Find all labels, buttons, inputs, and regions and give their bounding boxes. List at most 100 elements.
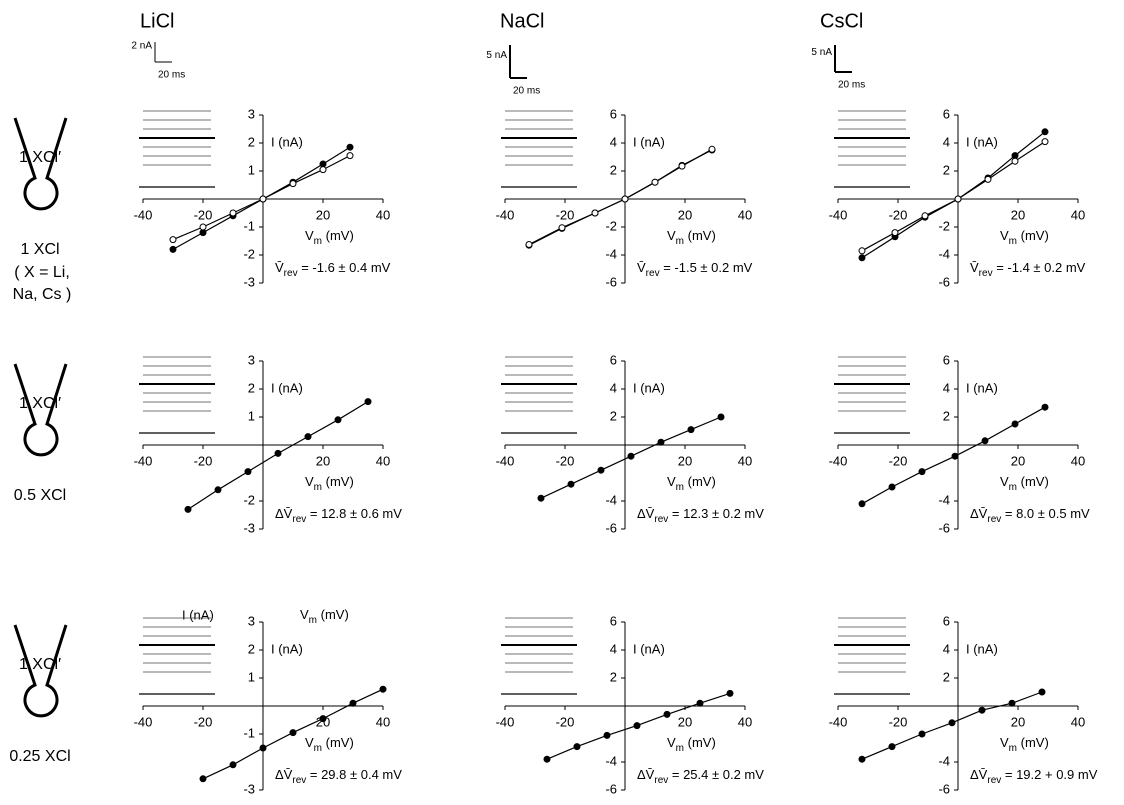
x-tick-label: 40 xyxy=(1071,207,1085,222)
data-point xyxy=(921,212,929,220)
x-axis-label-sub: m xyxy=(314,236,322,247)
x-axis-label: Vm (mV) xyxy=(305,735,354,753)
y-tick-label: -6 xyxy=(938,520,950,535)
x-tick-label: 20 xyxy=(678,714,692,729)
y-tick-label: -2 xyxy=(605,218,617,233)
annotation: V̄rev = -1.6 ± 0.4 mV xyxy=(275,260,391,278)
bath-label: 0.25 XCl xyxy=(9,748,70,765)
y-axis-label: I (nA) xyxy=(966,134,998,149)
y-tick-label: 4 xyxy=(610,641,617,656)
x-tick-label: -20 xyxy=(556,453,575,468)
data-point xyxy=(349,699,357,707)
y-tick-label: 1 xyxy=(248,162,255,177)
scale-label: 2 nA xyxy=(131,41,152,52)
x-tick-label: 40 xyxy=(738,453,752,468)
x-axis-label: Vm (mV) xyxy=(305,474,354,492)
annotation-rest: = 29.8 ± 0.4 mV xyxy=(306,767,402,782)
annotation-rest: = 19.2 + 0.9 mV xyxy=(1001,767,1097,782)
stray-label: Vm (mV) xyxy=(300,607,349,625)
annotation-sub: rev xyxy=(979,268,993,279)
y-tick-label: 6 xyxy=(610,352,617,367)
x-axis-label-main: V xyxy=(1000,735,1009,750)
note: Na, Cs ) xyxy=(13,286,72,303)
y-tick-label: 1 xyxy=(248,408,255,423)
annotation: ΔV̄rev = 8.0 ± 0.5 mV xyxy=(970,506,1090,524)
x-axis-label: Vm (mV) xyxy=(667,228,716,246)
data-point xyxy=(918,730,926,738)
y-tick-label: -2 xyxy=(243,492,255,507)
annotation-rest: = -1.6 ± 0.4 mV xyxy=(298,260,391,275)
y-tick-label: -2 xyxy=(243,246,255,261)
x-tick-label: -20 xyxy=(556,207,575,222)
data-point xyxy=(319,715,327,723)
y-tick-label: 2 xyxy=(248,134,255,149)
data-point xyxy=(858,755,866,763)
x-tick-label: -40 xyxy=(496,207,515,222)
data-point xyxy=(591,209,599,217)
data-point xyxy=(621,195,629,203)
x-axis-label-rest: (mV) xyxy=(684,228,716,243)
x-axis-label: Vm (mV) xyxy=(667,735,716,753)
data-point xyxy=(573,743,581,751)
data-point xyxy=(726,689,734,697)
x-axis-label-rest: (mV) xyxy=(684,474,716,489)
x-axis-label-main: V xyxy=(1000,228,1009,243)
annotation-main: V̄ xyxy=(970,260,979,275)
x-tick-label: -20 xyxy=(194,207,213,222)
data-point xyxy=(244,468,252,476)
data-point xyxy=(918,468,926,476)
x-tick-label: 20 xyxy=(316,453,330,468)
annotation-main: ΔV̄ xyxy=(275,506,293,521)
annotation: V̄rev = -1.4 ± 0.2 mV xyxy=(970,260,1086,278)
x-axis-label-main: V xyxy=(1000,474,1009,489)
y-tick-label: 2 xyxy=(943,408,950,423)
note: ( X = Li, xyxy=(14,264,70,281)
x-axis-label: Vm (mV) xyxy=(1000,474,1049,492)
annotation-sub: rev xyxy=(292,775,306,786)
x-axis-label: Vm (mV) xyxy=(1000,735,1049,753)
y-tick-label: 2 xyxy=(943,669,950,684)
data-point xyxy=(888,483,896,491)
data-point xyxy=(229,761,237,769)
y-tick-label: 3 xyxy=(248,352,255,367)
y-tick-label: -6 xyxy=(938,274,950,289)
y-axis-label: I (nA) xyxy=(633,380,665,395)
x-axis-label-main: V xyxy=(305,474,314,489)
data-point xyxy=(364,398,372,406)
annotation-rest: = -1.4 ± 0.2 mV xyxy=(993,260,1086,275)
data-point xyxy=(543,755,551,763)
x-tick-label: -20 xyxy=(194,453,213,468)
y-tick-label: -4 xyxy=(605,246,617,261)
data-point xyxy=(319,166,327,174)
x-axis-label-sub: m xyxy=(676,482,684,493)
data-point xyxy=(657,438,665,446)
data-point xyxy=(169,236,177,244)
data-point xyxy=(346,143,354,151)
annotation: ΔV̄rev = 12.3 ± 0.2 mV xyxy=(637,506,764,524)
y-tick-label: 4 xyxy=(610,134,617,149)
data-point xyxy=(687,426,695,434)
annotation-rest: = 25.4 ± 0.2 mV xyxy=(668,767,764,782)
y-tick-label: 4 xyxy=(943,641,950,656)
x-axis-label-rest: (mV) xyxy=(322,735,354,750)
data-point xyxy=(858,500,866,508)
x-axis-label-main: V xyxy=(305,735,314,750)
x-axis-label-rest: (mV) xyxy=(684,735,716,750)
x-axis-label: Vm (mV) xyxy=(305,228,354,246)
y-tick-label: 6 xyxy=(943,352,950,367)
y-tick-label: 6 xyxy=(610,613,617,628)
data-point xyxy=(627,452,635,460)
y-tick-label: 2 xyxy=(248,380,255,395)
x-tick-label: -40 xyxy=(134,453,153,468)
annotation-main: ΔV̄ xyxy=(970,506,988,521)
y-tick-label: 2 xyxy=(610,408,617,423)
x-axis-label: Vm (mV) xyxy=(667,474,716,492)
y-axis-label: I (nA) xyxy=(271,641,303,656)
y-tick-label: -4 xyxy=(605,492,617,507)
y-axis-label: I (nA) xyxy=(966,380,998,395)
x-tick-label: -20 xyxy=(889,207,908,222)
data-point xyxy=(199,775,207,783)
x-tick-label: -40 xyxy=(829,207,848,222)
pipette-label: 1 XCl′ xyxy=(19,149,61,166)
scale-label: 5 nA xyxy=(486,50,507,61)
